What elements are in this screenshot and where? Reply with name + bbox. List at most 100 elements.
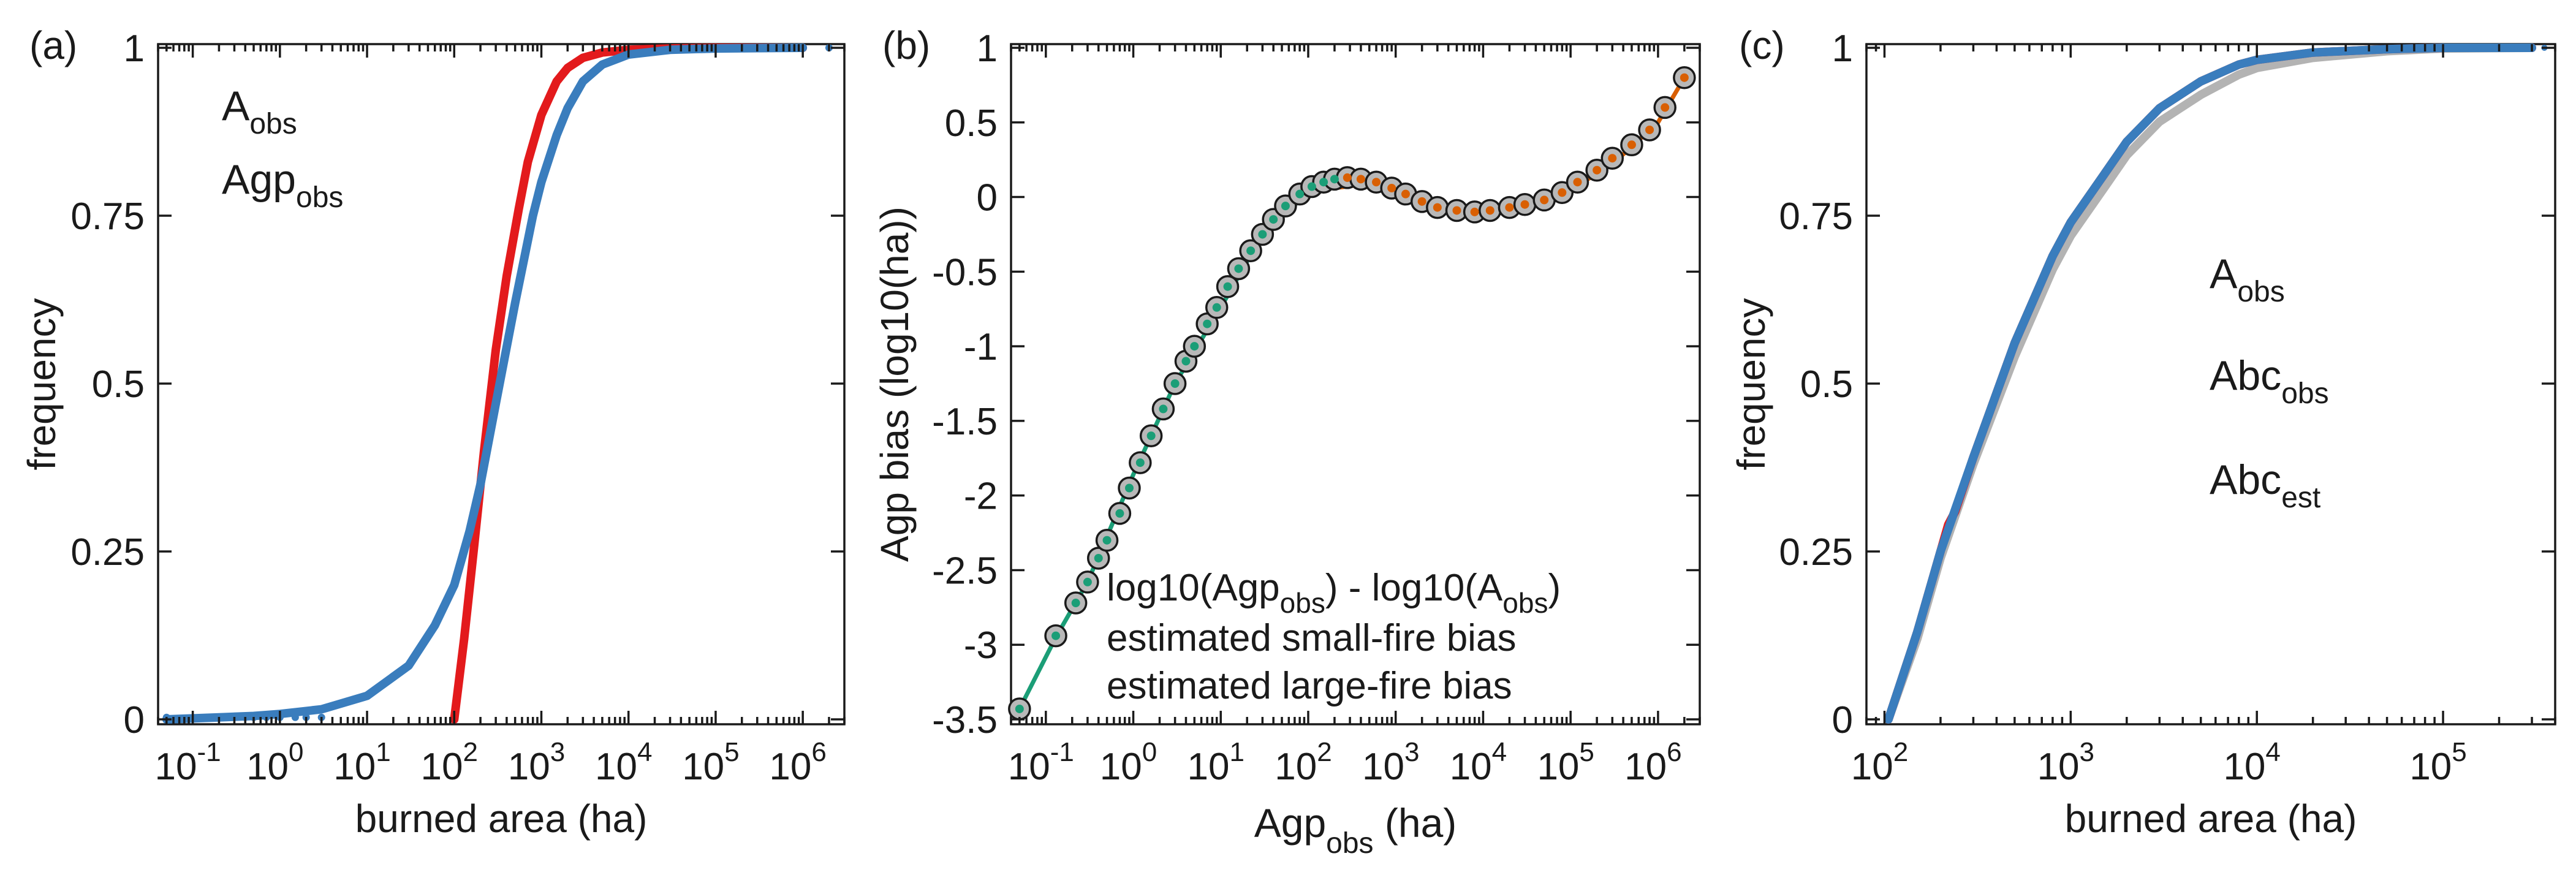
series-point: [2513, 45, 2520, 51]
y-tick-label: 1: [977, 28, 998, 70]
y-tick-label: 0.25: [1779, 531, 1853, 574]
small-fire-fit-marker: [1258, 230, 1267, 239]
y-tick-label: 0.25: [70, 531, 145, 574]
large-fire-fit-marker: [1401, 189, 1410, 199]
x-tick-label: 106: [769, 737, 826, 788]
large-fire-fit-marker: [1452, 206, 1461, 215]
small-fire-fit-marker: [1159, 404, 1168, 414]
x-tick-label: 102: [1851, 737, 1908, 788]
panel-b-legend-item-small-fire-bias: estimated small-fire bias: [1107, 617, 1516, 659]
panel-b-x-tick-labels: 10-1 100 101 102 103 104 105 106: [1008, 737, 1682, 788]
x-tick-label: 104: [2223, 737, 2280, 788]
x-tick-label: 10-1: [155, 737, 221, 788]
panel-a-legend-item-a-obs: Aobs: [222, 83, 297, 140]
panel-a-label: (a): [29, 23, 77, 67]
series-point: [2472, 45, 2479, 51]
large-fire-fit-marker: [1505, 203, 1514, 212]
x-tick-label: 10-1: [1008, 737, 1074, 788]
panel-a-y-tick-labels: 0 0.25 0.5 0.75 1: [70, 28, 145, 741]
panel-a-x-axis-label: burned area (ha): [355, 797, 648, 841]
panel-b-legend-item-observed-bias: log10(Agpobs) - log10(Aobs): [1107, 567, 1561, 619]
panel-c: (c) 102 103 104 105 0 0.25 0.5 0.75 1 burned ar…: [1729, 23, 2556, 841]
series-point: [291, 713, 299, 721]
panel-b-legend: log10(Agpobs) - log10(Aobs) estimated sm…: [1107, 567, 1561, 707]
y-tick-label: -3: [964, 624, 998, 667]
series-point: [727, 44, 735, 51]
series-line-0: [450, 44, 808, 724]
panel-c-y-axis-label: frequency: [1729, 298, 1773, 470]
x-tick-label: 102: [421, 737, 478, 788]
small-fire-fit-marker: [1071, 599, 1080, 608]
y-tick-label: 0.5: [92, 363, 145, 406]
y-tick-label: 0: [977, 177, 998, 219]
y-tick-label: 0: [1832, 699, 1853, 741]
panel-c-plot-area: [1884, 44, 2548, 724]
large-fire-fit-marker: [1608, 154, 1617, 163]
large-fire-fit-marker: [1645, 125, 1654, 134]
large-fire-fit-marker: [1558, 188, 1567, 197]
panel-c-legend-item-abc-obs: Abcobs: [2210, 352, 2329, 410]
large-fire-fit-marker: [1573, 178, 1582, 187]
y-tick-label: 0.75: [1779, 195, 1853, 238]
panel-b-y-axis-label: Agp bias (log10(ha)): [873, 206, 917, 562]
small-fire-fit-marker: [1190, 342, 1199, 351]
panel-c-y-tick-labels: 0 0.25 0.5 0.75 1: [1779, 28, 1853, 741]
small-fire-fit-marker: [1051, 631, 1061, 640]
x-tick-label: 103: [1362, 737, 1419, 788]
x-tick-label: 104: [1450, 737, 1507, 788]
small-fire-fit-marker: [1015, 704, 1024, 713]
x-tick-label: 105: [1537, 737, 1594, 788]
small-fire-fit-marker: [1094, 553, 1103, 562]
small-fire-fit-marker: [1146, 431, 1156, 441]
small-fire-fit-marker: [1223, 282, 1232, 291]
y-tick-label: -0.5: [932, 251, 998, 294]
large-fire-fit-marker: [1417, 197, 1426, 206]
y-tick-label: -1.5: [932, 401, 998, 443]
y-tick-label: 0.5: [1800, 363, 1853, 406]
y-tick-label: -2: [964, 475, 998, 518]
panel-b-legend-item-large-fire-bias: estimated large-fire bias: [1107, 665, 1512, 707]
small-fire-fit-marker: [1269, 215, 1278, 224]
panel-b-plot-area: [1008, 66, 1696, 721]
x-tick-label: 105: [682, 737, 739, 788]
panel-b-frame: [1010, 43, 1701, 725]
x-tick-label: 100: [246, 737, 303, 788]
panel-c-legend: Aobs Abcobs Abcest: [2210, 251, 2329, 514]
y-tick-label: 1: [1832, 28, 1853, 70]
small-fire-fit-marker: [1124, 483, 1134, 493]
small-fire-fit-marker: [1307, 182, 1316, 191]
large-fire-fit-marker: [1343, 173, 1352, 182]
small-fire-fit-marker: [1295, 189, 1305, 199]
series-line-2: [1884, 44, 2536, 724]
small-fire-fit-marker: [1102, 536, 1112, 545]
panel-c-legend-item-abc-est: Abcest: [2210, 456, 2320, 514]
y-tick-label: 0: [124, 699, 145, 741]
small-fire-fit-marker: [1203, 319, 1212, 328]
x-tick-label: 106: [1624, 737, 1681, 788]
x-tick-label: 104: [595, 737, 652, 788]
y-tick-label: 1: [124, 28, 145, 70]
panel-c-label: (c): [1739, 23, 1785, 67]
large-fire-fit-marker: [1433, 203, 1442, 212]
x-tick-label: 101: [333, 737, 390, 788]
large-fire-fit-marker: [1520, 200, 1529, 209]
panel-a-y-axis-label: frequency: [20, 298, 64, 470]
panel-b-y-tick-labels: -3.5 -3 -2.5 -2 -1.5 -1 -0.5 0 0.5 1: [932, 28, 998, 741]
panel-a-plot-area: [162, 44, 833, 724]
small-fire-fit-marker: [1212, 303, 1221, 312]
panel-c-ticks: [1865, 44, 2556, 724]
small-fire-fit-marker: [1181, 357, 1191, 366]
large-fire-fit-marker: [1540, 195, 1549, 205]
panel-c-x-tick-labels: 102 103 104 105: [1851, 737, 2467, 788]
y-tick-label: -2.5: [932, 550, 998, 592]
small-fire-fit-marker: [1115, 509, 1124, 518]
panel-a-x-tick-labels: 10-1 100 101 102 103 104 105 106: [155, 737, 827, 788]
y-tick-label: -1: [964, 326, 998, 368]
y-tick-label: 0.5: [945, 102, 998, 145]
large-fire-fit-marker: [1661, 103, 1670, 112]
panel-b-x-axis-label: Agpobs (ha): [1254, 800, 1457, 860]
small-fire-fit-marker: [1319, 178, 1328, 187]
x-tick-label: 100: [1100, 737, 1157, 788]
small-fire-fit-marker: [1330, 175, 1339, 184]
